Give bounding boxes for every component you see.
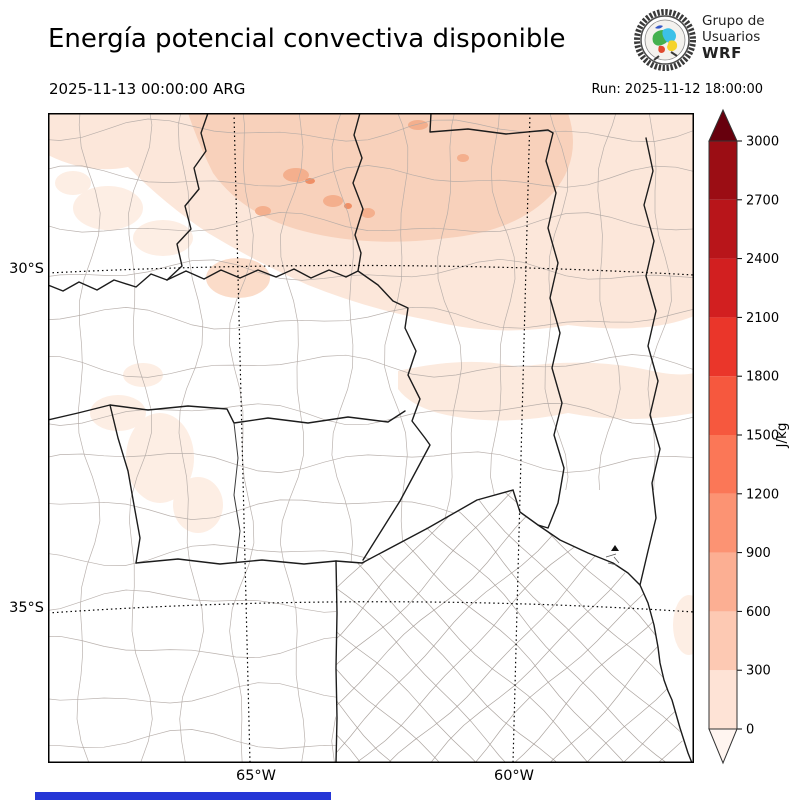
colorbar-tick-label: 600 xyxy=(746,605,771,620)
valid-time-label: 2025-11-13 00:00:00 ARG xyxy=(49,80,246,98)
province-borders xyxy=(48,113,693,763)
city-marker xyxy=(605,545,620,566)
colorbar-segment xyxy=(709,199,737,259)
parallel-30s xyxy=(48,264,694,276)
cape-shading xyxy=(48,113,694,533)
colorbar-svg: 0 300 600 900 1200 1500 1800 2100 2400 2700 3000 J… xyxy=(708,108,790,765)
colorbar-tick-label: 900 xyxy=(746,546,771,561)
logo-line3: WRF xyxy=(702,44,742,62)
colorbar-outline xyxy=(708,140,738,730)
colorbar-over-arrow xyxy=(708,108,738,142)
colorbar-tick-label: 2700 xyxy=(746,193,779,208)
colorbar-segment xyxy=(709,376,737,435)
meridian-65w xyxy=(233,113,251,763)
lon-label-60w: 60°W xyxy=(493,768,535,784)
colorbar-tick-label: 0 xyxy=(746,723,754,738)
lon-label-65w: 65°W xyxy=(235,768,277,784)
colorbar-tick-label: 1500 xyxy=(746,429,779,444)
colorbar-segment xyxy=(709,258,737,318)
run-time-label: Run: 2025-11-12 18:00:00 xyxy=(591,82,763,97)
colorbar-units-label: J/kg xyxy=(774,423,790,449)
globe-seal-icon xyxy=(634,9,696,71)
cape-map xyxy=(48,113,694,763)
buenos-aires-region xyxy=(336,490,688,763)
colorbar-segment xyxy=(709,493,737,553)
colorbar-tick-label: 2400 xyxy=(746,252,779,267)
parallel-35s xyxy=(48,601,694,614)
page-title: Energía potencial convectiva disponible xyxy=(48,24,566,54)
logo-text: Grupo de Usuarios WRF xyxy=(702,13,765,62)
colorbar: 0 300 600 900 1200 1500 1800 2100 2400 2700 3000 J… xyxy=(700,100,800,780)
colorbar-tick-label: 2100 xyxy=(746,311,779,326)
colorbar-segment xyxy=(709,670,737,729)
logo-line1: Grupo de xyxy=(702,13,765,29)
map-canvas xyxy=(48,113,694,763)
colorbar-under-arrow xyxy=(708,728,738,765)
colorbar-tick-label: 3000 xyxy=(746,135,779,150)
logo-line2: Usuarios xyxy=(702,29,761,45)
lat-label-30s: 30°S xyxy=(9,261,44,277)
colorbar-segment xyxy=(709,435,737,494)
bottom-blue-bar xyxy=(35,792,331,800)
colorbar-tick-label: 1800 xyxy=(746,370,779,385)
colorbar-tick-label: 300 xyxy=(746,664,771,679)
colorbar-segment xyxy=(709,317,737,377)
colorbar-segment xyxy=(709,611,737,671)
map-frame xyxy=(48,113,694,763)
graticule-lines xyxy=(48,113,694,763)
colorbar-segment xyxy=(709,552,737,612)
colorbar-segment xyxy=(709,141,737,200)
lat-label-35s: 35°S xyxy=(9,600,44,616)
meridian-60w xyxy=(512,113,531,763)
colorbar-tick-label: 1200 xyxy=(746,487,779,502)
wrf-users-group-logo: Grupo de Usuarios WRF xyxy=(633,8,798,74)
